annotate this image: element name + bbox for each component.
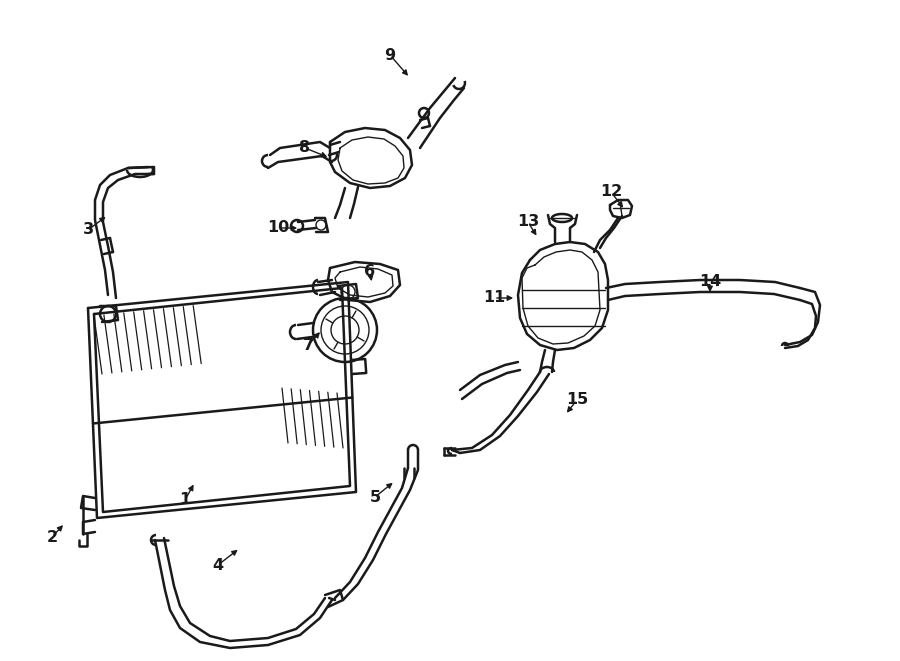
Text: 7: 7: [302, 338, 313, 352]
Text: 15: 15: [566, 393, 588, 407]
Text: 14: 14: [699, 274, 721, 290]
Text: 2: 2: [47, 529, 58, 545]
Text: 3: 3: [83, 223, 94, 237]
Text: 8: 8: [300, 141, 310, 155]
Text: 5: 5: [369, 490, 381, 504]
Text: 12: 12: [600, 184, 622, 200]
Text: 6: 6: [364, 264, 375, 280]
Text: 4: 4: [212, 557, 223, 572]
Text: 11: 11: [483, 290, 505, 305]
Text: 13: 13: [517, 215, 539, 229]
Text: 1: 1: [179, 492, 191, 508]
Text: 9: 9: [384, 48, 396, 63]
Text: 10: 10: [267, 221, 289, 235]
